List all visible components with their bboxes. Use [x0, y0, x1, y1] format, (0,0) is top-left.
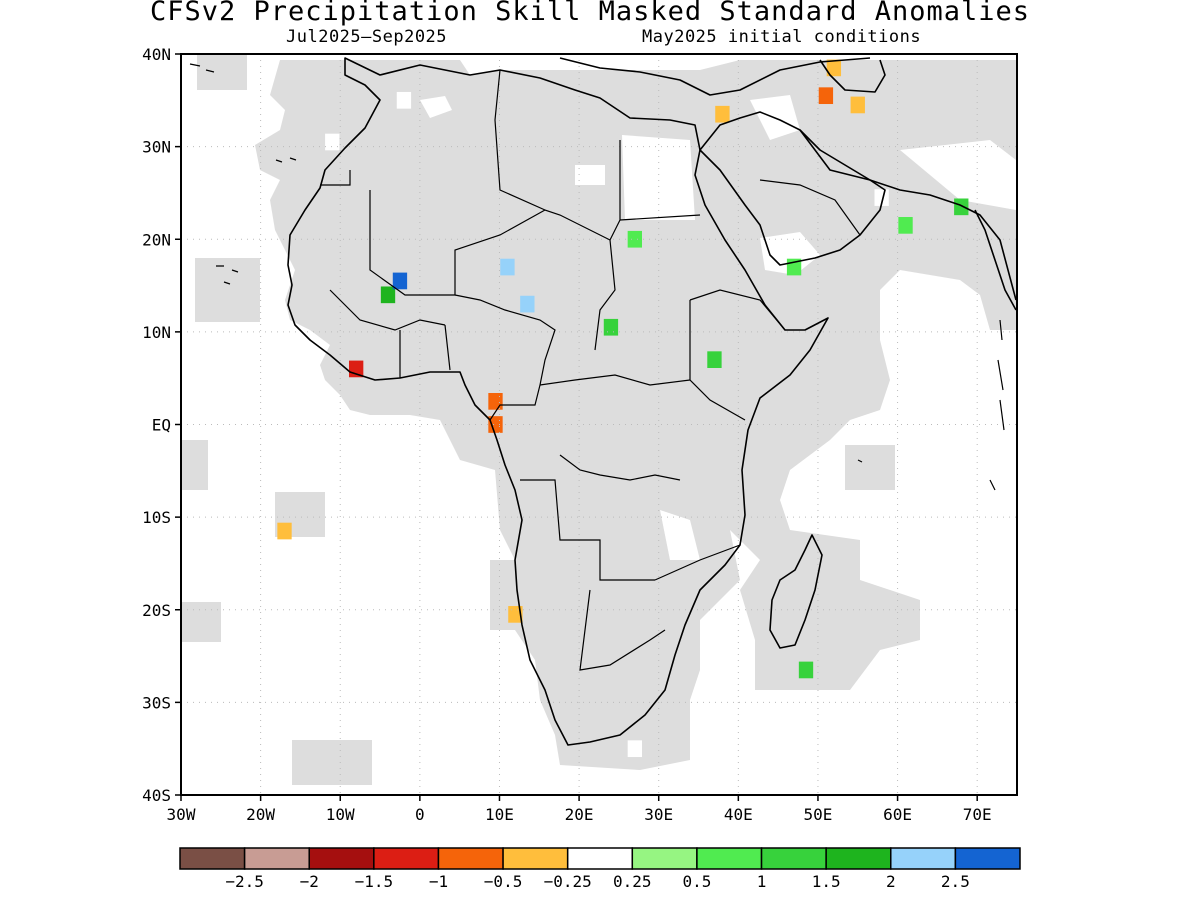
lat-tick-label: 30N [142, 138, 171, 157]
colorbar-label: −0.5 [484, 872, 523, 891]
colorbar-swatch [373, 847, 440, 870]
colorbar-label: 2.5 [941, 872, 970, 891]
lat-tick-label: 30S [142, 693, 171, 712]
lon-tick-label: 10E [485, 805, 514, 824]
islands [189, 63, 1005, 491]
colorbar-label: 1 [757, 872, 767, 891]
colorbar-swatch [825, 847, 892, 870]
anomaly-nafrica-yellow [325, 133, 340, 151]
colorbar-swatch [437, 847, 504, 870]
colorbar-swatch [566, 847, 634, 870]
colorbar-swatch [890, 847, 957, 870]
country-borders [320, 69, 861, 671]
map-subtitle-initial-conditions: May2025 initial conditions [642, 27, 922, 47]
persian-gulf-coastline [799, 129, 1017, 301]
anomaly-niger-green [500, 258, 515, 276]
anomaly-sudan-green [627, 230, 642, 248]
arabia-coastline [699, 111, 886, 266]
colorbar-swatch [631, 847, 698, 870]
lon-tick-label: 50E [803, 805, 832, 824]
lon-tick-label: 60E [883, 805, 912, 824]
lon-tick-label: 20W [246, 805, 275, 824]
india-coastline [974, 209, 1017, 311]
map-gridlines [181, 54, 1017, 795]
colorbar-label: −2 [300, 872, 319, 891]
mask-gaps [420, 95, 1016, 560]
lat-tick-label: 20S [142, 601, 171, 620]
lon-tick-label: 30E [644, 805, 673, 824]
africa-coastline [287, 57, 829, 746]
colorbar-swatch [179, 847, 246, 870]
colorbar-swatch [502, 847, 569, 870]
anomaly-mali-blue [392, 272, 408, 290]
coastlines [287, 57, 1017, 746]
lon-tick-label: 10W [326, 805, 355, 824]
colorbar-label: −0.25 [544, 872, 592, 891]
caspian-coastline [819, 59, 886, 93]
colorbar-label: −2.5 [225, 872, 264, 891]
colorbar-label: 0.5 [682, 872, 711, 891]
anomaly-west-africa-green [380, 286, 396, 304]
lon-tick-label: 30W [167, 805, 196, 824]
lon-tick-label: 0 [415, 805, 425, 824]
map-title: CFSv2 Precipitation Skill Masked Standar… [149, 0, 1031, 27]
anomaly-oman-green [898, 217, 913, 234]
anomaly-ssudan-green [603, 318, 619, 336]
lat-tick-label: EQ [152, 416, 171, 435]
lat-tick-label: 40N [142, 45, 171, 64]
colorbar [179, 847, 1021, 870]
lat-tick-label: 40S [142, 786, 171, 805]
lon-tick-label: 70E [963, 805, 992, 824]
skill-mask-region [181, 55, 1016, 785]
lat-tick-label: 10S [142, 508, 171, 527]
lon-tick-label: 20E [565, 805, 594, 824]
colorbar-labels: −2.5 −2 −1.5 −1 −0.5 −0.25 0.25 0.5 1 1.5 2 2.5 [225, 872, 969, 891]
mediterranean-north-coastline [559, 57, 871, 96]
anomaly-levant-orange [715, 105, 730, 123]
anomaly-sa-cape-yellow [627, 740, 642, 758]
anomaly-morocco-yellow [396, 91, 412, 109]
colorbar-swatch [308, 847, 375, 870]
colorbar-label: 2 [886, 872, 896, 891]
map-subtitle-period: Jul2025–Sep2025 [286, 27, 448, 47]
colorbar-swatch [954, 847, 1021, 870]
colorbar-label: −1 [429, 872, 448, 891]
anomaly-atlantic-orange [277, 522, 292, 540]
anomaly-cameroon-red [488, 393, 503, 410]
colorbar-label: 0.25 [613, 872, 652, 891]
anomaly-layer [277, 59, 969, 758]
anomaly-gulf-yellow [874, 189, 889, 206]
colorbar-label: −1.5 [355, 872, 394, 891]
lon-tick-label: 40E [724, 805, 753, 824]
colorbar-label: 1.5 [812, 872, 841, 891]
anomaly-india-green [954, 198, 969, 216]
anomaly-caspian-orange [826, 59, 842, 77]
colorbar-swatch [760, 847, 827, 870]
lat-tick-label: 20N [142, 230, 171, 249]
map-plot-area [181, 54, 1017, 795]
lat-tick-label: 10N [142, 323, 171, 342]
anomaly-chad-lightblue [520, 295, 535, 313]
anomaly-madagascar-green [798, 661, 814, 679]
colorbar-swatch [696, 847, 763, 870]
axis-ticks [175, 53, 978, 801]
anomaly-iran2-red [850, 96, 865, 114]
anomaly-ethiopia-green [707, 351, 722, 368]
anomaly-iran-red [818, 87, 834, 105]
madagascar-coastline [769, 534, 823, 649]
colorbar-swatch [243, 847, 310, 870]
